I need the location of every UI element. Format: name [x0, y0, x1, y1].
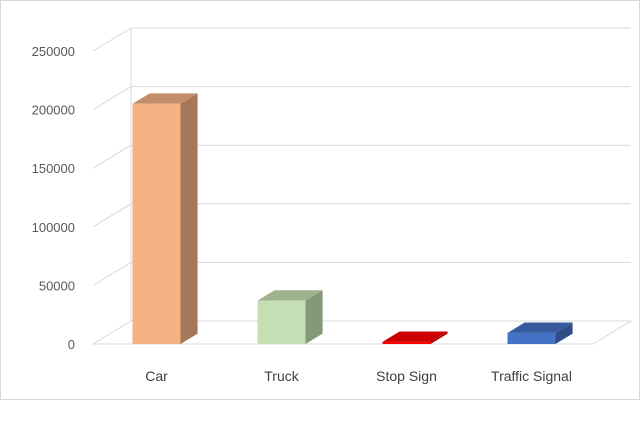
y-axis-ticks: 0 50000 100000 150000 200000 250000 — [32, 44, 75, 352]
chart-frame: 0 50000 100000 150000 200000 250000 Car Truck S… — [0, 0, 640, 400]
bar-side — [180, 93, 198, 344]
bar-front — [132, 103, 181, 345]
bar-front — [257, 300, 306, 344]
bar-front — [507, 332, 556, 344]
x-axis-categories: Car Truck Stop Sign Traffic Signal — [145, 368, 572, 384]
bar-side — [430, 331, 448, 344]
gridline — [92, 86, 631, 111]
bar-traffic-signal — [507, 322, 573, 344]
bar-top — [257, 290, 323, 301]
gridline — [92, 203, 631, 228]
x-category-label: Truck — [264, 368, 299, 384]
gridline — [92, 144, 631, 169]
bars — [132, 93, 573, 345]
gridlines — [92, 27, 631, 286]
y-tick-label: 50000 — [39, 278, 75, 293]
y-tick-label: 0 — [68, 337, 75, 352]
bar-front — [382, 341, 431, 344]
bar-stop-sign — [382, 331, 448, 344]
bar-car — [132, 93, 198, 345]
y-tick-label: 250000 — [32, 44, 75, 59]
y-tick-label: 150000 — [32, 161, 75, 176]
bar-top — [507, 322, 573, 333]
bar-chart: 0 50000 100000 150000 200000 250000 Car Truck S… — [32, 27, 633, 384]
bar-truck — [257, 290, 323, 344]
x-category-label: Traffic Signal — [491, 368, 572, 384]
x-category-label: Stop Sign — [376, 368, 437, 384]
bar-top — [132, 93, 198, 104]
gridline — [92, 27, 631, 52]
gridline — [92, 261, 631, 286]
bar-top — [382, 331, 448, 342]
bar-side — [305, 290, 323, 344]
y-tick-label: 100000 — [32, 220, 75, 235]
bar-side — [555, 322, 573, 344]
x-category-label: Car — [145, 368, 168, 384]
y-tick-label: 200000 — [32, 103, 75, 118]
